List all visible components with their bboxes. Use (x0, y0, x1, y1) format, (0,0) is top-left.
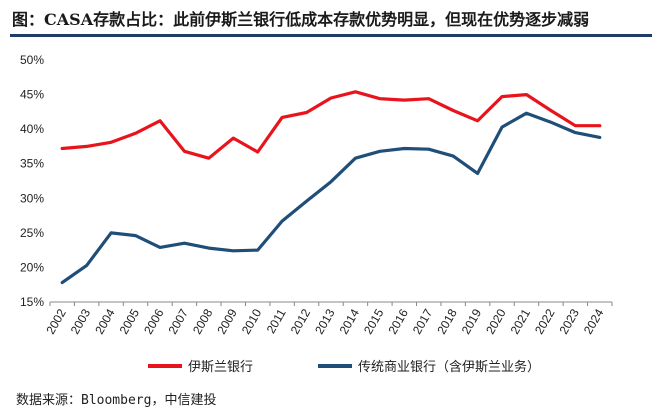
x-tick-label: 2016 (385, 306, 411, 336)
legend-item-1: 伊斯兰银行 (148, 356, 253, 375)
y-tick-label: 15% (20, 295, 44, 309)
x-tick-label: 2005 (117, 306, 143, 336)
title-divider (10, 34, 652, 37)
x-tick-label: 2015 (361, 306, 387, 336)
x-tick-label: 2012 (288, 306, 314, 336)
series-line-1 (60, 90, 602, 160)
x-tick-label: 2013 (312, 306, 338, 336)
y-tick-label: 40% (20, 122, 44, 136)
x-tick-label: 2009 (214, 306, 240, 336)
x-tick-label: 2024 (581, 306, 607, 336)
legend-item-2: 传统商业银行（含伊斯兰业务） (318, 356, 540, 375)
x-tick-label: 2006 (141, 306, 167, 336)
y-tick-label: 35% (20, 157, 44, 171)
legend-swatch (318, 363, 352, 368)
series-line-2 (60, 111, 602, 285)
x-tick-label: 2020 (483, 306, 509, 336)
legend-swatch (148, 363, 182, 368)
y-tick-label: 20% (20, 260, 44, 274)
x-tick-label: 2004 (92, 306, 118, 336)
x-tick-label: 2003 (68, 306, 94, 336)
source-note: 数据来源：Bloomberg，中信建投 (16, 393, 217, 408)
y-axis: 15% 20% 25% 30% 35% 40% 45% 50% (20, 53, 44, 309)
x-tick-label: 2021 (508, 306, 534, 336)
y-tick-label: 50% (20, 53, 44, 67)
legend: 伊斯兰银行 传统商业银行（含伊斯兰业务） (0, 356, 660, 376)
x-tick-label: 2008 (190, 306, 216, 336)
y-tick-label: 30% (20, 191, 44, 205)
x-tick-label: 2018 (434, 306, 460, 336)
x-tick-label: 2002 (43, 306, 69, 336)
x-tick-label: 2019 (459, 306, 485, 336)
y-tick-label: 45% (20, 88, 44, 102)
y-tick-label: 25% (20, 226, 44, 240)
x-tick-label: 2011 (264, 306, 289, 336)
x-tick-label: 2023 (556, 306, 582, 336)
series-layer (60, 90, 602, 285)
chart-title: 图：CASA存款占比：此前伊斯兰银行低成本存款优势明显，但现在优势逐步减弱 (12, 10, 590, 29)
x-tick-label: 2017 (410, 306, 436, 336)
x-tick-label: 2022 (532, 306, 558, 336)
x-tick-label: 2014 (337, 306, 363, 336)
legend-label: 伊斯兰银行 (188, 360, 254, 375)
x-tick-label: 2007 (166, 306, 192, 336)
legend-label: 传统商业银行（含伊斯兰业务） (358, 360, 541, 375)
x-tick-label: 2010 (239, 306, 265, 336)
